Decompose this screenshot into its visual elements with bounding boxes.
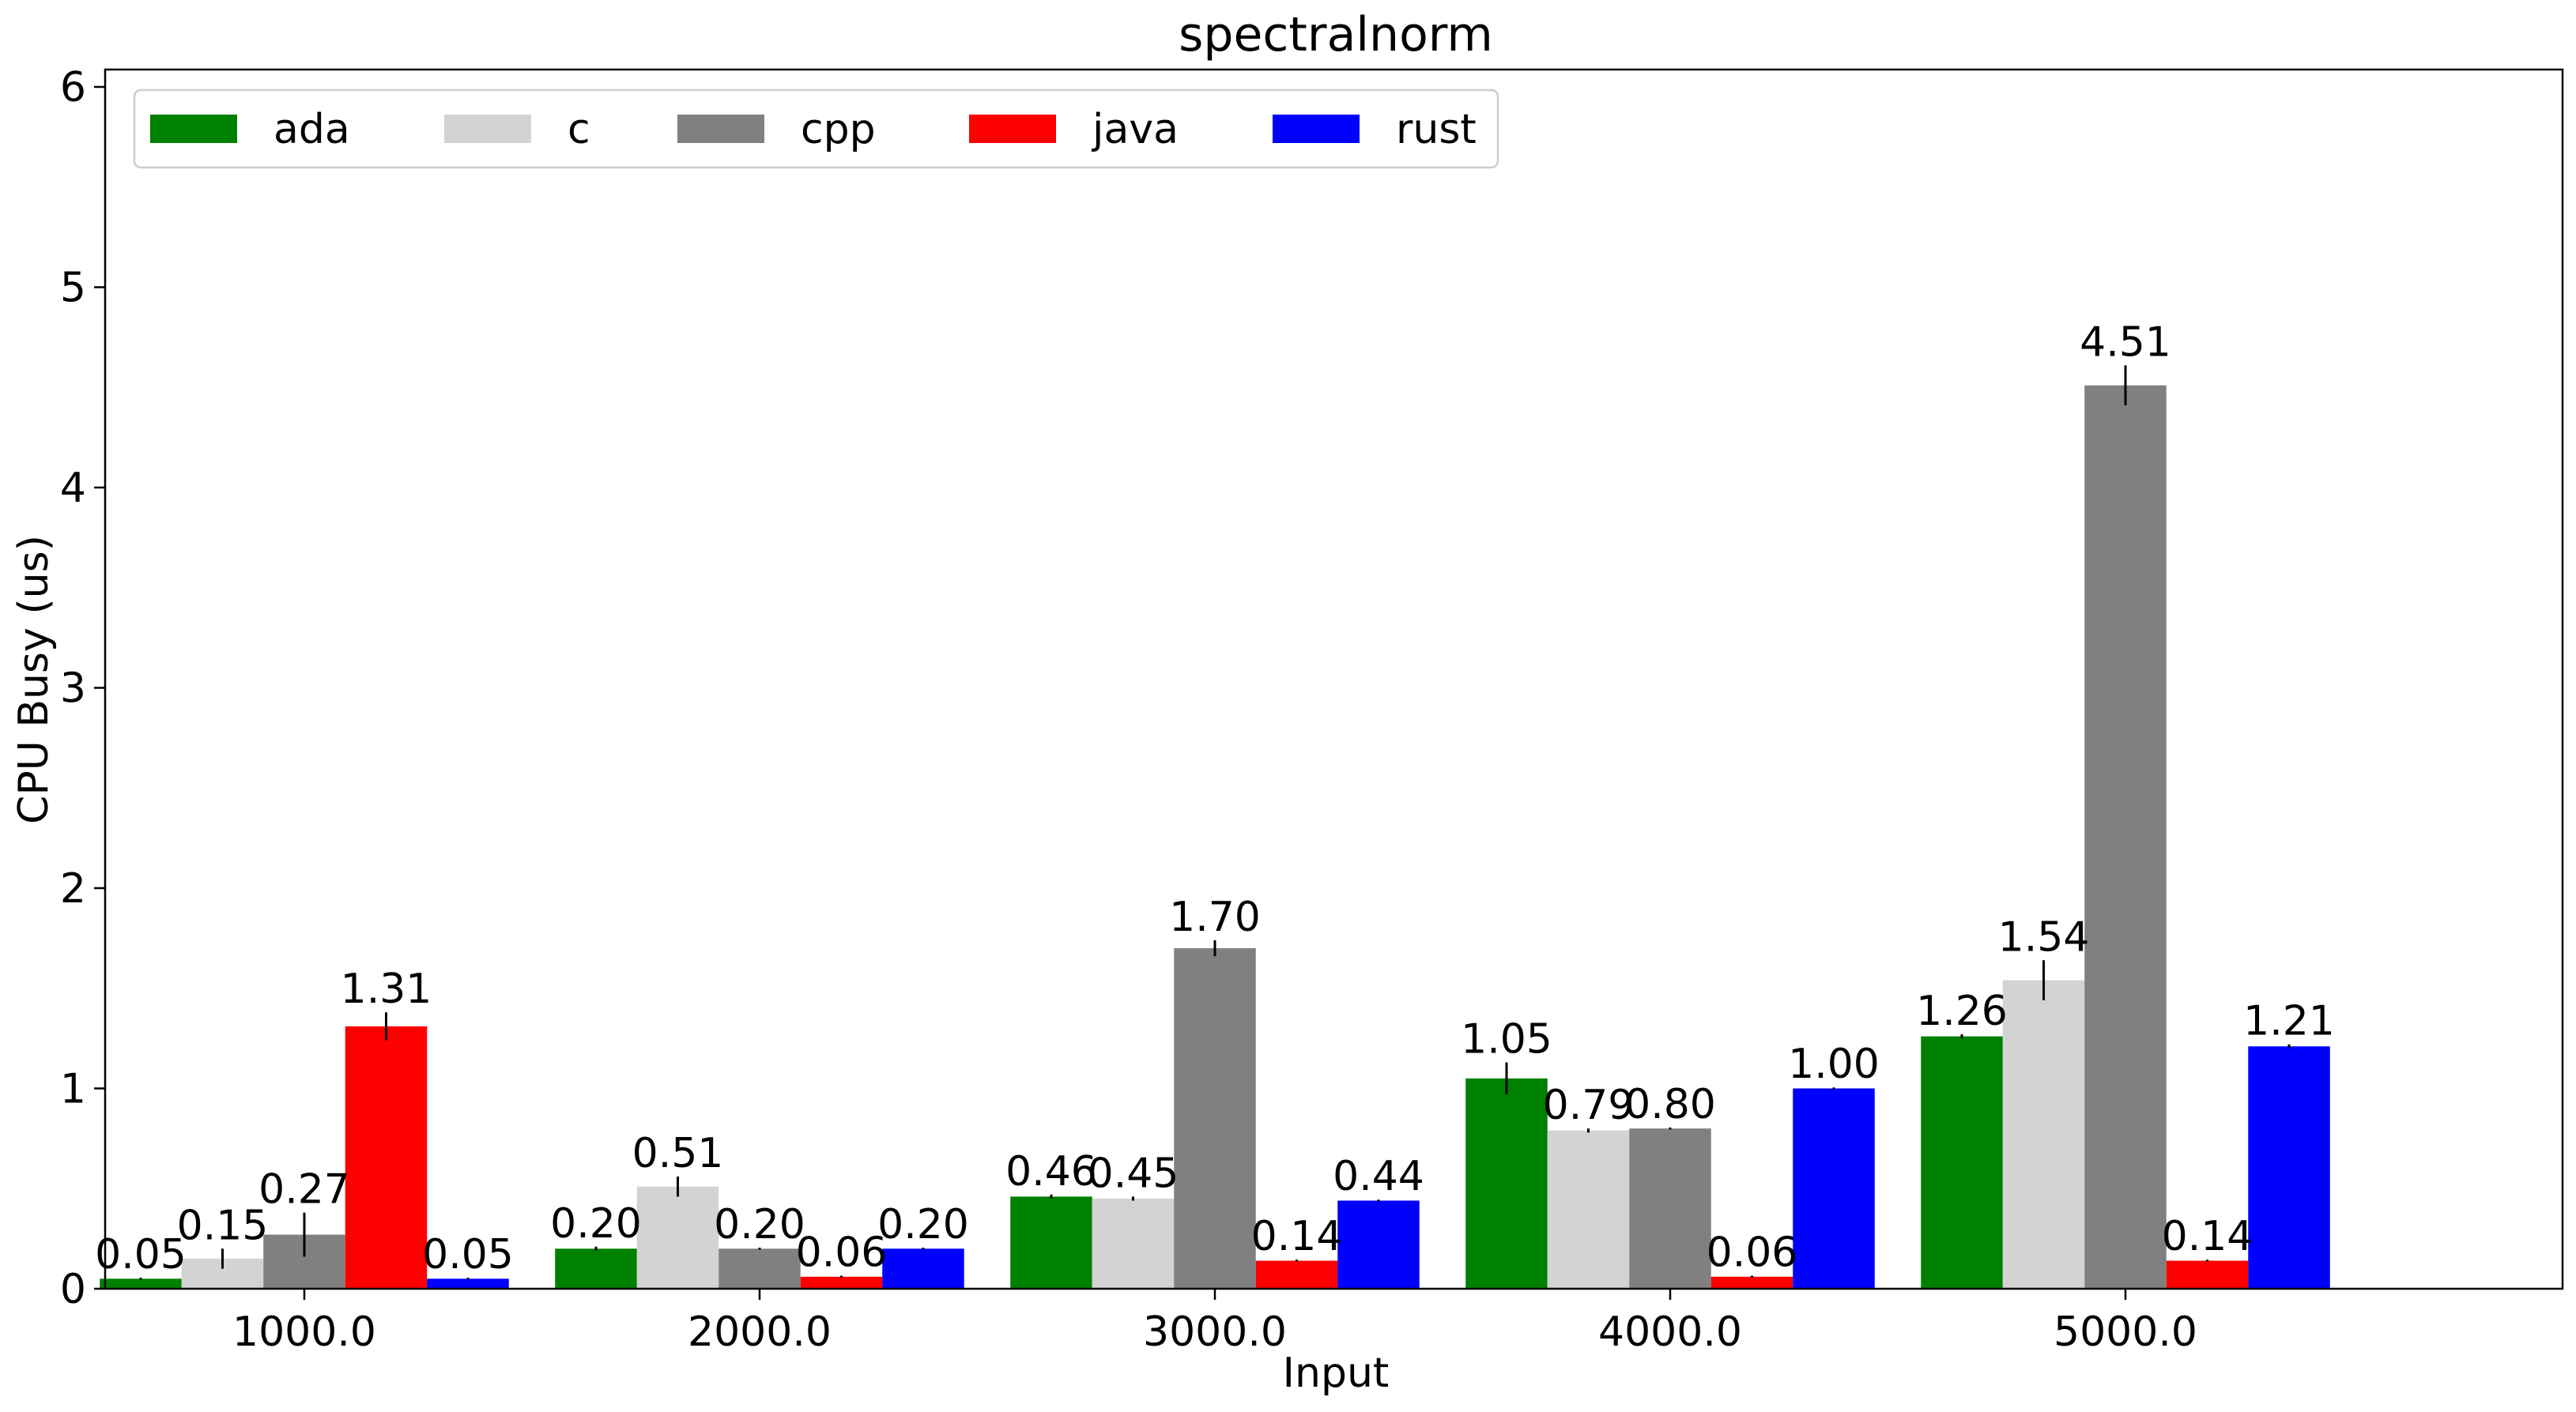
data-label-rust-1000.0: 0.05: [422, 1231, 514, 1278]
data-label-java-1000.0: 1.31: [341, 966, 432, 1013]
y-tick-label-1: 1: [60, 1066, 86, 1113]
legend: ada c cpp java rust: [133, 88, 1499, 169]
data-label-ada-2000.0: 0.20: [550, 1200, 642, 1248]
data-label-cpp-2000.0: 0.20: [714, 1201, 805, 1248]
y-axis-label: CPU Busy (us): [10, 535, 58, 824]
data-label-c-1000.0: 0.15: [177, 1202, 269, 1249]
bars-layer: [100, 385, 2330, 1290]
bar-c-3000.0: [1092, 1198, 1175, 1289]
x-tick-label-5000.0: 5000.0: [2054, 1308, 2197, 1356]
data-label-cpp-4000.0: 0.80: [1624, 1081, 1716, 1128]
y-tick-label-4: 4: [60, 465, 86, 512]
data-label-ada-5000.0: 1.26: [1916, 988, 2008, 1035]
data-label-c-5000.0: 1.54: [1998, 913, 2090, 961]
y-tick-label-5: 5: [60, 265, 86, 312]
bar-cpp-3000.0: [1174, 948, 1256, 1289]
legend-swatch-c: [444, 115, 531, 143]
data-label-rust-5000.0: 1.21: [2243, 998, 2335, 1045]
bar-c-2000.0: [636, 1186, 719, 1289]
x-tick-label-4000.0: 4000.0: [1598, 1308, 1742, 1356]
data-label-ada-4000.0: 1.05: [1461, 1016, 1552, 1064]
data-label-c-3000.0: 0.45: [1088, 1150, 1179, 1197]
chart-title: spectralnorm: [1179, 7, 1493, 62]
data-label-java-3000.0: 0.14: [1251, 1213, 1343, 1260]
y-tick-label-0: 0: [60, 1266, 86, 1313]
y-tick-label-2: 2: [60, 865, 86, 913]
bar-ada-2000.0: [555, 1248, 637, 1289]
data-label-java-4000.0: 0.06: [1707, 1229, 1798, 1277]
legend-label-java: java: [1092, 106, 1179, 153]
bar-ada-5000.0: [1921, 1036, 2003, 1289]
bar-java-4000.0: [1710, 1276, 1793, 1289]
x-tick-label-2000.0: 2000.0: [688, 1308, 832, 1356]
data-label-cpp-1000.0: 0.27: [258, 1166, 350, 1214]
x-tick-label-3000.0: 3000.0: [1143, 1308, 1287, 1356]
bar-rust-2000.0: [882, 1248, 964, 1289]
legend-label-ada: ada: [273, 106, 350, 153]
x-tick-label-1000.0: 1000.0: [232, 1308, 376, 1356]
legend-label-cpp: cpp: [801, 106, 876, 153]
bar-cpp-4000.0: [1629, 1128, 1711, 1289]
legend-label-rust: rust: [1396, 106, 1477, 153]
data-label-c-4000.0: 0.79: [1543, 1082, 1635, 1129]
data-label-cpp-3000.0: 1.70: [1169, 894, 1261, 941]
bar-ada-3000.0: [1010, 1196, 1092, 1289]
axes-layer: 0 1 2 3 4 5 6 1000.0 2000.0 3000.0 4000.0 5000.0: [60, 64, 2197, 1356]
legend-frame: [133, 88, 1499, 169]
legend-swatch-rust: [1273, 115, 1360, 143]
bar-rust-1000.0: [427, 1278, 509, 1289]
bar-c-4000.0: [1547, 1130, 1630, 1289]
bar-java-2000.0: [800, 1276, 883, 1289]
y-tick-label-6: 6: [60, 64, 86, 111]
data-label-c-2000.0: 0.51: [632, 1130, 724, 1177]
bar-java-5000.0: [2166, 1260, 2249, 1289]
bar-rust-3000.0: [1337, 1200, 1420, 1289]
bar-c-5000.0: [2002, 980, 2085, 1289]
data-label-ada-1000.0: 0.05: [95, 1231, 187, 1278]
bar-cpp-2000.0: [718, 1248, 801, 1289]
y-tick-label-3: 3: [60, 665, 86, 713]
data-label-java-5000.0: 0.14: [2162, 1213, 2254, 1260]
bar-ada-4000.0: [1465, 1078, 1548, 1289]
legend-label-c: c: [568, 106, 590, 153]
data-label-rust-3000.0: 0.44: [1333, 1153, 1424, 1200]
bar-ada-1000.0: [100, 1278, 182, 1289]
bar-java-3000.0: [1255, 1260, 1338, 1289]
legend-swatch-ada: [150, 115, 237, 143]
data-label-rust-2000.0: 0.20: [877, 1201, 969, 1248]
bar-rust-5000.0: [2248, 1046, 2330, 1289]
legend-swatch-java: [969, 115, 1056, 143]
plot-frame: [104, 68, 2564, 1290]
bar-rust-4000.0: [1793, 1088, 1875, 1289]
data-label-java-2000.0: 0.06: [796, 1229, 888, 1277]
data-label-ada-3000.0: 0.46: [1005, 1148, 1097, 1195]
data-labels-layer: 0.05 0.20 0.46 1.05 1.26 0.15 0.51 0.45 0.79 1.54…: [95, 318, 2335, 1278]
error-bars-layer: [139, 365, 2291, 1280]
data-label-cpp-5000.0: 4.51: [2080, 318, 2171, 366]
data-label-rust-4000.0: 1.00: [1788, 1041, 1880, 1088]
bar-cpp-5000.0: [2084, 385, 2167, 1290]
legend-swatch-cpp: [677, 115, 764, 143]
bar-java-1000.0: [345, 1026, 428, 1289]
x-axis-label: Input: [1283, 1350, 1390, 1397]
